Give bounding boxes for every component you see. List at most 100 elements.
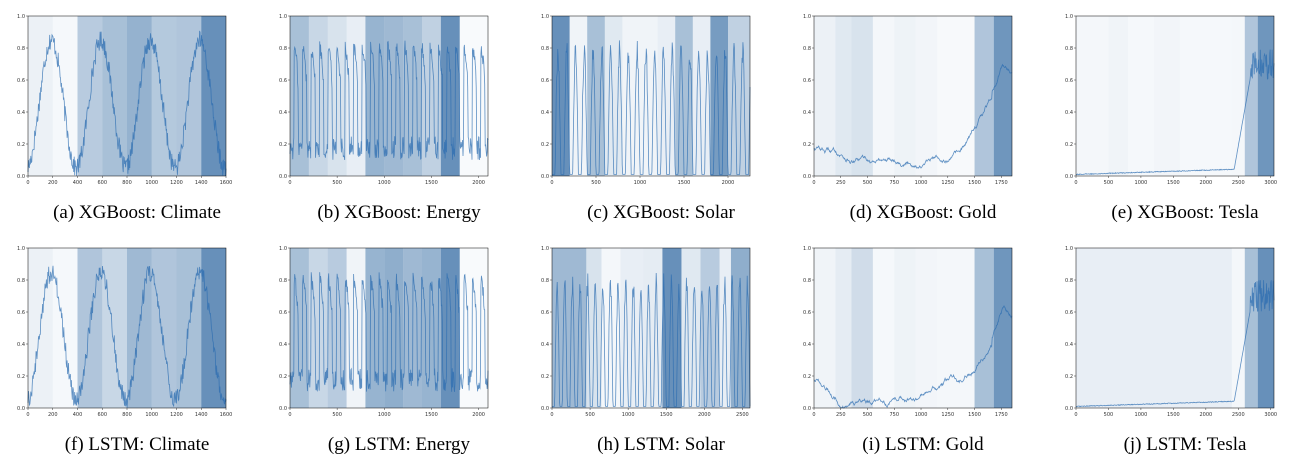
x-tick-label: 0	[1074, 412, 1077, 418]
attribution-segment	[1257, 248, 1274, 408]
attribution-segment	[675, 16, 693, 176]
series-line	[27, 265, 227, 408]
attribution-segment	[872, 248, 895, 408]
y-tick-label: 0.8	[803, 46, 811, 52]
x-tick-label: 0	[550, 180, 553, 186]
attribution-segment	[102, 248, 127, 408]
x-tick-label: 500	[1104, 412, 1114, 418]
y-tick-label: 0.6	[803, 78, 811, 84]
x-tick-label: 1250	[941, 412, 954, 418]
x-tick-label: 1000	[145, 180, 158, 186]
attribution-segment	[894, 16, 916, 176]
y-tick-label: 0.0	[17, 174, 25, 180]
y-tick-label: 1.0	[17, 14, 25, 20]
y-tick-label: 0.4	[541, 110, 549, 116]
series-line	[289, 40, 489, 161]
x-tick-label: 2500	[736, 412, 749, 418]
y-tick-label: 0.6	[17, 78, 25, 84]
attribution-segment	[974, 248, 994, 408]
attribution-segment	[974, 16, 994, 176]
attribution-segment	[993, 248, 1012, 408]
attribution-segment	[915, 16, 938, 176]
x-tick-label: 500	[332, 412, 342, 418]
attribution-segment	[52, 248, 78, 408]
x-tick-label: 2000	[1199, 412, 1212, 418]
y-tick-label: 0.8	[1065, 46, 1073, 52]
chart-panel: 0.0 0.2 0.4 0.6 0.8 1.0 0 500 1000 1500 2000 (c) XG…	[530, 10, 792, 240]
y-tick-label: 0.2	[1065, 142, 1073, 148]
y-tick-label: 0.8	[541, 278, 549, 284]
y-tick-label: 1.0	[541, 246, 549, 252]
x-tick-label: 1250	[941, 180, 954, 186]
chart-caption: (j) LSTM: Tesla	[1123, 434, 1247, 455]
x-tick-label: 2500	[1232, 180, 1245, 186]
chart-svg: 0.0 0.2 0.4 0.6 0.8 1.0 0 500 1000 1500 2000	[541, 14, 751, 186]
x-tick-label: 1750	[995, 412, 1008, 418]
chart-caption: (h) LSTM: Solar	[597, 434, 725, 455]
attribution-segment	[851, 16, 873, 176]
x-tick-label: 500	[1104, 180, 1114, 186]
chart-caption: (c) XGBoost: Solar	[587, 202, 735, 223]
attribution-segment	[346, 248, 366, 408]
y-tick-label: 0.6	[1065, 78, 1073, 84]
series-line	[552, 40, 751, 175]
chart-panel: 0.0 0.2 0.4 0.6 0.8 1.0 0 500 1000 1500 2000 2500 30…	[1054, 242, 1314, 472]
x-tick-label: 1000	[622, 412, 635, 418]
chart-panel: 0.0 0.2 0.4 0.6 0.8 1.0 0 200 400 600 800 1000 1200 1…	[6, 10, 268, 240]
x-tick-label: 1600	[220, 180, 233, 186]
attribution-segment	[569, 16, 588, 176]
x-tick-label: 1600	[220, 412, 233, 418]
y-tick-label: 0.2	[279, 374, 287, 380]
y-tick-label: 1.0	[541, 14, 549, 20]
attribution-segment	[1231, 248, 1245, 408]
chart-caption: (a) XGBoost: Climate	[53, 202, 221, 223]
attribution-segment	[937, 248, 975, 408]
y-tick-label: 0.2	[803, 142, 811, 148]
chart-caption: (e) XGBoost: Tesla	[1111, 202, 1259, 223]
attribution-segment	[587, 16, 605, 176]
series-line	[27, 30, 227, 177]
plot-frame	[551, 247, 751, 409]
x-tick-label: 400	[73, 180, 83, 186]
x-tick-label: 1500	[660, 412, 673, 418]
x-tick-label: 1500	[425, 180, 438, 186]
chart-caption: (b) XGBoost: Energy	[317, 202, 481, 223]
y-tick-label: 1.0	[1065, 246, 1073, 252]
series-line	[1075, 49, 1275, 176]
y-tick-label: 0.6	[803, 310, 811, 316]
chart-svg: 0.0 0.2 0.4 0.6 0.8 1.0 0 200 400 600 800 1000 1200 1…	[17, 14, 233, 186]
x-tick-label: 2000	[472, 180, 485, 186]
y-tick-label: 0.6	[279, 310, 287, 316]
attribution-segment	[201, 16, 226, 176]
series-line	[289, 272, 489, 392]
attribution-segment	[835, 248, 852, 408]
x-tick-label: 800	[122, 180, 132, 186]
attribution-segment	[102, 16, 127, 176]
x-tick-label: 600	[97, 180, 107, 186]
x-tick-label: 0	[26, 180, 29, 186]
plot-frame	[551, 15, 751, 177]
y-tick-label: 0.4	[803, 110, 811, 116]
x-tick-label: 200	[48, 412, 58, 418]
attribution-segment	[552, 248, 587, 408]
x-tick-label: 1000	[915, 412, 928, 418]
plot-frame	[1075, 247, 1275, 409]
x-tick-label: 200	[48, 180, 58, 186]
attribution-segment	[308, 16, 328, 176]
y-tick-label: 0.4	[17, 110, 25, 116]
x-tick-label: 800	[122, 412, 132, 418]
chart-svg: 0.0 0.2 0.4 0.6 0.8 1.0 0 500 1000 1500 2000 2500	[541, 246, 751, 418]
y-tick-label: 0.4	[279, 110, 287, 116]
attribution-segment	[915, 248, 938, 408]
y-tick-label: 0.8	[1065, 278, 1073, 284]
y-tick-label: 0.0	[541, 406, 549, 412]
chart-panel: 0.0 0.2 0.4 0.6 0.8 1.0 0 500 1000 1500 2000 (g) LS…	[268, 242, 530, 472]
y-tick-label: 0.4	[1065, 342, 1073, 348]
x-tick-label: 2000	[722, 180, 735, 186]
x-tick-label: 1000	[634, 180, 647, 186]
x-tick-label: 0	[550, 412, 553, 418]
x-tick-label: 3000	[1264, 180, 1277, 186]
x-tick-label: 2000	[1199, 180, 1212, 186]
x-tick-label: 0	[812, 180, 815, 186]
attribution-segment	[1257, 16, 1274, 176]
